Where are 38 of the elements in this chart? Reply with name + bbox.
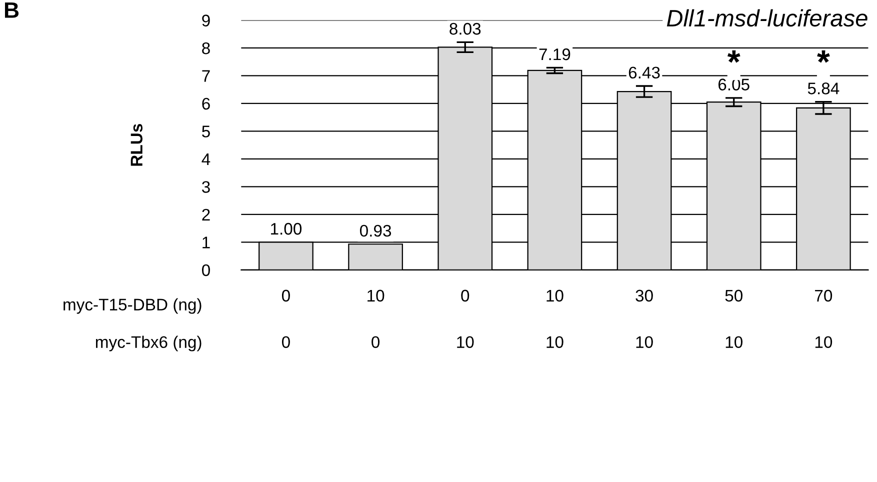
y-tick-label: 2 [202, 208, 210, 220]
y-tick-label: 1 [202, 236, 210, 248]
text: 10 [726, 336, 742, 348]
y-tick-label: 6 [202, 98, 210, 110]
x-tick-label: 10 [368, 290, 384, 302]
x-tick-label: 30 [636, 290, 653, 302]
x-tick-label: 50 [725, 290, 742, 302]
y-tick-label: 0 [202, 264, 210, 276]
x-tick-label: 70 [815, 290, 832, 302]
y-tick-label: 4 [202, 154, 210, 165]
y-tick-label: 9 [202, 14, 210, 26]
text: myc-Tbx6 (ng) [96, 336, 202, 352]
data-label: 7.19 [539, 48, 570, 60]
annotation: * [817, 50, 830, 63]
text: B [4, 2, 19, 18]
text: 0 [282, 336, 290, 348]
x-tick-label: 0 [282, 290, 290, 302]
y-tick-label: 5 [202, 126, 210, 138]
x-tick-label: 0 [461, 290, 470, 302]
data-label: 6.05 [718, 78, 750, 90]
chart-title: Dll1-msd-luciferase [666, 9, 868, 27]
x-tick-label: 10 [546, 290, 564, 302]
y-tick-label: 7 [202, 70, 210, 82]
y-tick-label: 8 [202, 42, 210, 54]
text: 10 [636, 336, 653, 348]
data-label: 1.00 [271, 222, 302, 235]
text: 10 [457, 336, 474, 348]
text: 0 [372, 336, 380, 348]
annotation: * [727, 50, 740, 63]
text: 10 [546, 336, 564, 348]
data-label: 8.03 [450, 22, 481, 35]
text: myc-T15-DBD (ng) [64, 298, 202, 314]
text: 10 [815, 336, 832, 348]
y-tick-label: 3 [202, 181, 210, 193]
data-label: 6.43 [628, 66, 660, 79]
data-label: 5.84 [808, 82, 840, 94]
data-label: 0.93 [360, 224, 392, 237]
y-axis-title: RLUs [130, 124, 142, 166]
